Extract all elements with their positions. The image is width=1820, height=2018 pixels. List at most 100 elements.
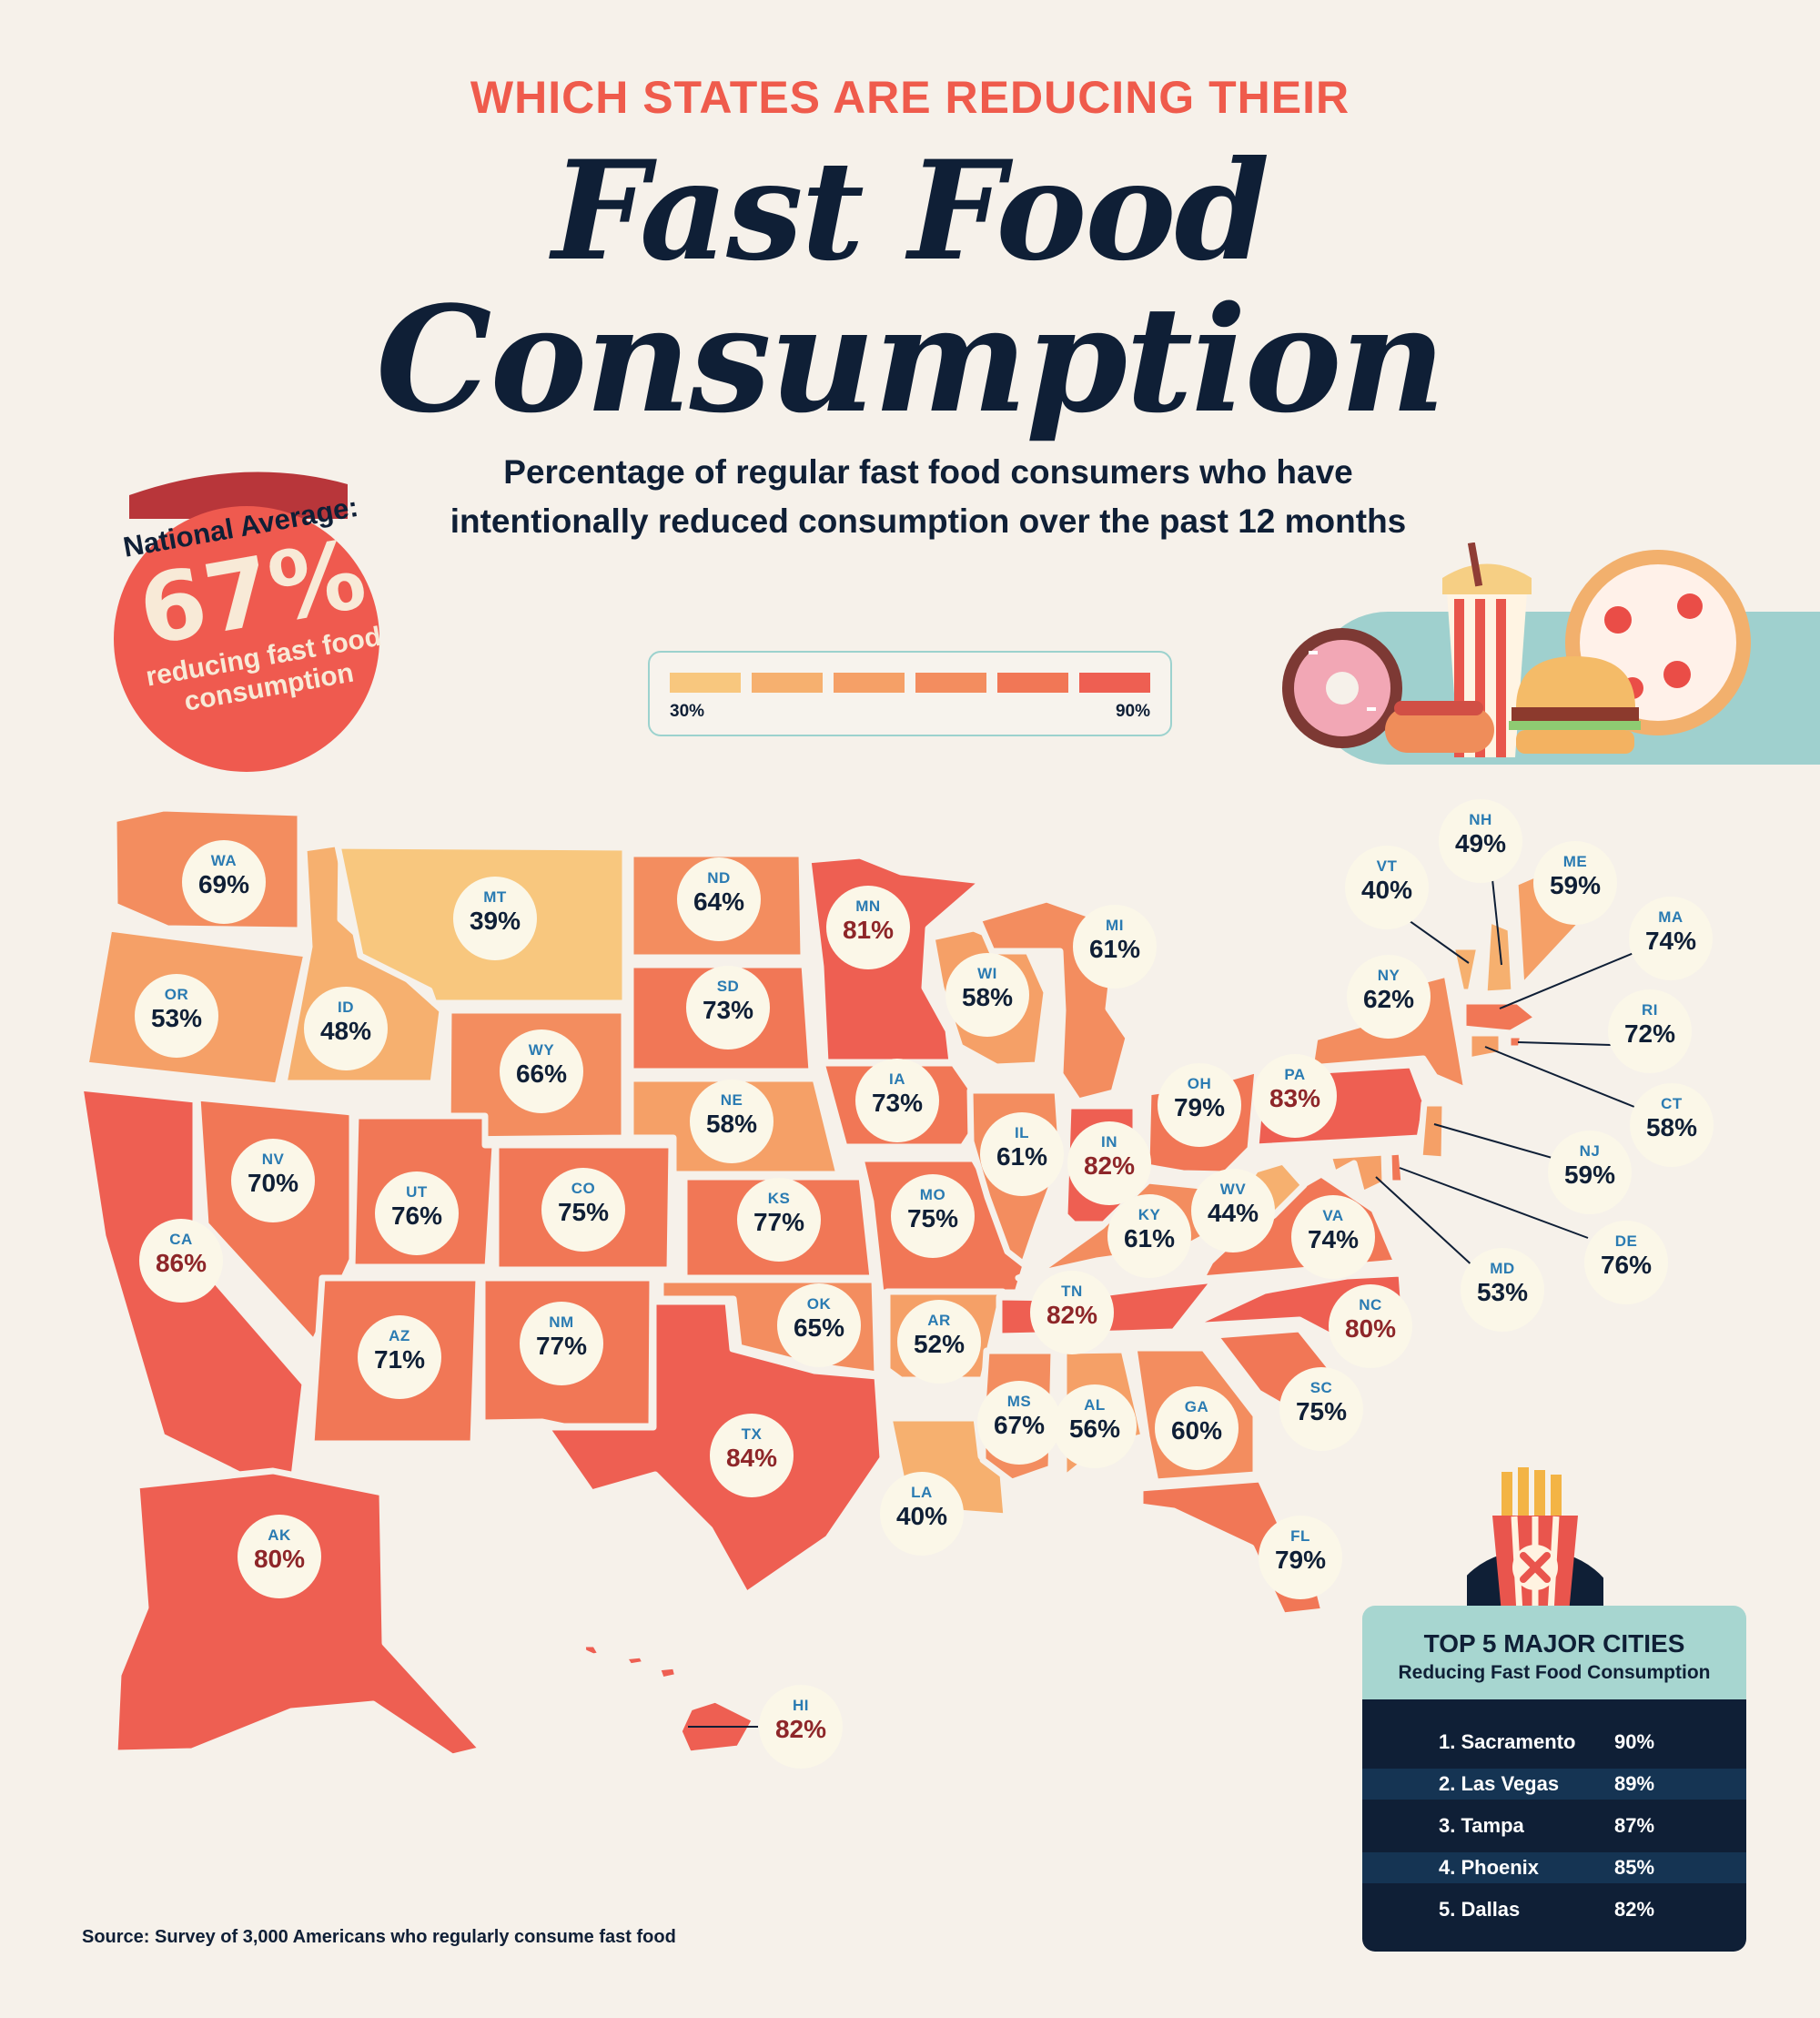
state-label-ct: CT 58%	[1630, 1083, 1714, 1167]
state-code: AR	[927, 1312, 951, 1329]
legend-swatch	[670, 673, 741, 693]
state-percentage: 59%	[1549, 871, 1602, 899]
legend-min-label: 30%	[670, 702, 705, 721]
state-percentage: 53%	[1476, 1278, 1529, 1306]
leader-vt	[1399, 913, 1470, 964]
state-label-sc: SC 75%	[1279, 1367, 1363, 1451]
state-code: SC	[1309, 1379, 1333, 1396]
city-row: 3. Tampa 87%	[1362, 1810, 1746, 1841]
state-label-oh: OH 79%	[1158, 1063, 1241, 1147]
state-percentage: 59%	[1563, 1161, 1616, 1189]
leader-ct	[1484, 1046, 1635, 1108]
state-label-in: IN 82%	[1067, 1121, 1151, 1205]
state-label-ar: AR 52%	[897, 1300, 981, 1384]
state-code: VA	[1322, 1207, 1344, 1224]
subtitle-line-2: intentionally reduced consumption over t…	[450, 502, 1407, 540]
state-label-me: ME 59%	[1533, 841, 1617, 925]
state-percentage: 82%	[1083, 1151, 1136, 1180]
state-code: WI	[977, 965, 997, 982]
state-percentage: 40%	[895, 1502, 948, 1530]
state-code: MD	[1490, 1260, 1515, 1277]
legend-swatch	[915, 673, 986, 693]
city-row: 2. Las Vegas 89%	[1362, 1769, 1746, 1800]
state-code: VT	[1376, 857, 1398, 875]
state-percentage: 39%	[469, 907, 521, 935]
state-code: HI	[793, 1697, 809, 1714]
state-label-ms: MS 67%	[977, 1381, 1061, 1465]
state-de	[1385, 1148, 1408, 1187]
state-percentage: 62%	[1362, 985, 1415, 1013]
state-percentage: 58%	[705, 1110, 758, 1138]
state-percentage: 72%	[1623, 1019, 1676, 1048]
state-percentage: 61%	[1088, 935, 1141, 963]
state-hi	[579, 1640, 759, 1758]
state-percentage: 80%	[1344, 1314, 1397, 1343]
color-legend: 30% 90%	[648, 651, 1172, 736]
state-label-co: CO 75%	[541, 1168, 625, 1252]
state-label-wy: WY 66%	[500, 1029, 583, 1113]
state-label-nj: NJ 59%	[1548, 1131, 1632, 1214]
state-code: AK	[268, 1526, 291, 1544]
state-label-wa: WA 69%	[182, 840, 266, 924]
state-label-md: MD 53%	[1461, 1248, 1544, 1332]
state-code: TX	[741, 1425, 763, 1443]
state-label-mn: MN 81%	[826, 886, 910, 969]
state-code: OH	[1187, 1075, 1212, 1092]
state-code: WY	[528, 1041, 555, 1059]
state-code: ID	[338, 999, 354, 1016]
state-percentage: 65%	[793, 1313, 845, 1342]
state-code: DE	[1614, 1232, 1638, 1250]
state-code: NC	[1359, 1296, 1382, 1313]
burger-icon	[1509, 656, 1641, 754]
state-label-la: LA 40%	[880, 1472, 964, 1556]
state-label-ks: KS 77%	[737, 1178, 821, 1262]
state-label-ca: CA 86%	[139, 1219, 223, 1303]
legend-swatch	[1079, 673, 1150, 693]
state-label-ut: UT 76%	[375, 1171, 459, 1255]
state-code: NY	[1377, 967, 1400, 984]
state-percentage: 60%	[1170, 1416, 1223, 1445]
state-label-fl: FL 79%	[1259, 1516, 1342, 1599]
city-name: 4. Phoenix	[1439, 1856, 1540, 1879]
hotdog-icon	[1385, 701, 1494, 753]
city-value: 87%	[1614, 1814, 1655, 1837]
city-row: 4. Phoenix 85%	[1362, 1852, 1746, 1883]
state-label-ky: KY 61%	[1107, 1194, 1191, 1278]
fries-icon	[1467, 1467, 1603, 1617]
state-percentage: 76%	[1600, 1251, 1653, 1279]
state-percentage: 79%	[1274, 1546, 1327, 1574]
state-label-il: IL 61%	[980, 1112, 1064, 1196]
state-code: IN	[1101, 1133, 1117, 1151]
title-line-2: Consumption	[376, 274, 1446, 445]
state-code: NH	[1469, 811, 1492, 828]
state-label-mo: MO 75%	[891, 1174, 975, 1258]
state-label-mi: MI 61%	[1073, 905, 1157, 989]
top-cities-table: 1. Sacramento 90% 2. Las Vegas 89% 3. Ta…	[1362, 1699, 1746, 1952]
state-percentage: 52%	[913, 1330, 966, 1358]
state-percentage: 86%	[155, 1249, 207, 1277]
state-code: FL	[1290, 1527, 1310, 1545]
state-percentage: 77%	[753, 1208, 805, 1236]
state-percentage: 76%	[390, 1202, 443, 1230]
state-code: AL	[1084, 1396, 1106, 1414]
state-label-nv: NV 70%	[231, 1139, 315, 1222]
state-percentage: 77%	[535, 1332, 588, 1360]
state-code: CT	[1661, 1095, 1683, 1112]
state-percentage: 82%	[774, 1715, 827, 1743]
state-code: ND	[707, 869, 731, 887]
state-label-tn: TN 82%	[1030, 1271, 1114, 1354]
state-nh	[1481, 916, 1518, 998]
national-average-badge	[114, 472, 379, 772]
top-cities-subtitle: Reducing Fast Food Consumption	[1398, 1662, 1711, 1683]
state-percentage: 80%	[253, 1545, 306, 1573]
leader-ma	[1499, 950, 1639, 1009]
state-label-ny: NY 62%	[1347, 955, 1431, 1039]
state-code: NJ	[1579, 1142, 1601, 1160]
state-label-wv: WV 44%	[1191, 1169, 1275, 1252]
state-label-vt: VT 40%	[1345, 846, 1429, 929]
state-code: MN	[855, 897, 881, 915]
leader-ri	[1517, 1041, 1612, 1046]
state-percentage: 75%	[1295, 1397, 1348, 1425]
top-cities-header: TOP 5 MAJOR CITIES Reducing Fast Food Co…	[1362, 1606, 1746, 1699]
state-percentage: 84%	[725, 1444, 778, 1472]
